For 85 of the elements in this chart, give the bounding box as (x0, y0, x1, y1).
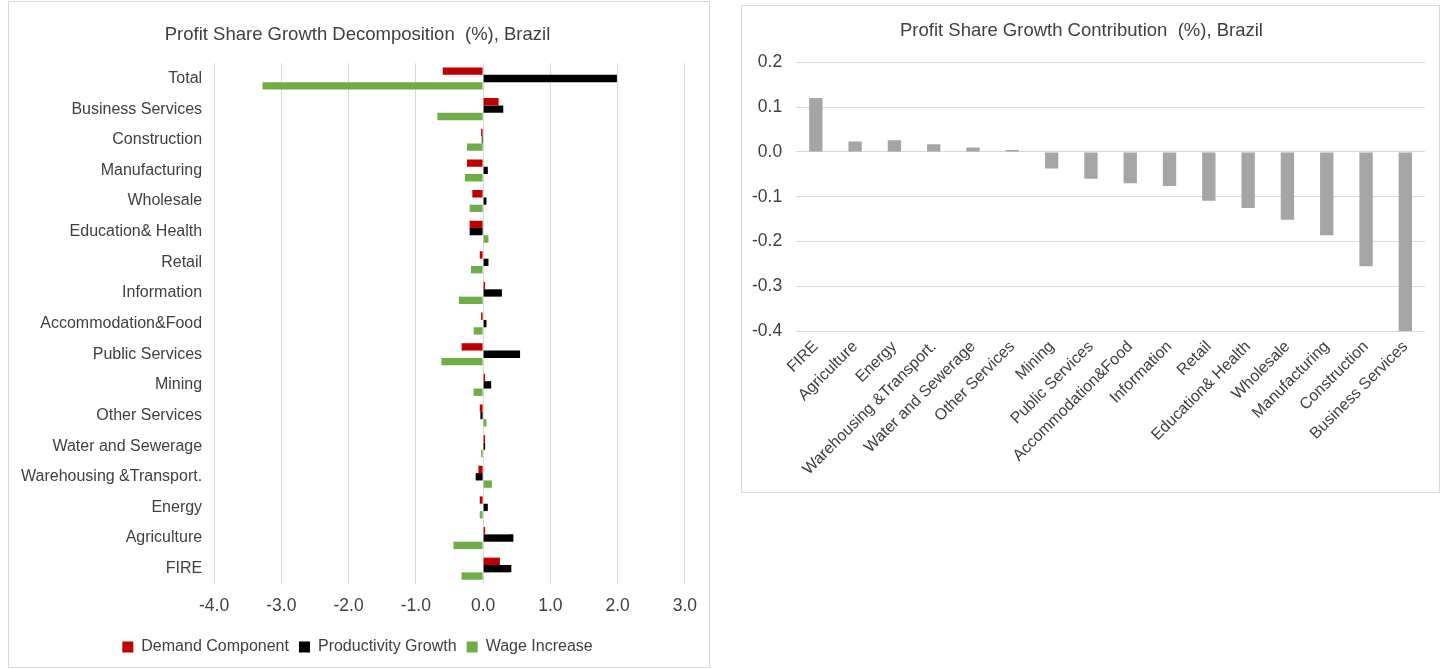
bar (473, 327, 483, 335)
y-tick-label: Wholesale (127, 191, 203, 209)
bar (483, 534, 514, 542)
bar (262, 82, 483, 90)
legend-label: Wage Increase (485, 637, 593, 655)
bar (483, 350, 521, 358)
y-tick-label: Warehousing &Transport. (20, 467, 203, 485)
bar (1044, 152, 1059, 169)
bar (483, 289, 502, 297)
bar (1123, 152, 1137, 184)
bar (1162, 152, 1177, 187)
x-tick-label: 1.0 (538, 595, 563, 616)
bar (848, 141, 862, 152)
bar (475, 473, 483, 481)
bar (1241, 152, 1255, 208)
bar (437, 112, 483, 121)
y-tick-label: Energy (151, 497, 203, 515)
y-tick-label: Construction (112, 130, 203, 148)
y-tick-label: Retail (161, 252, 203, 270)
y-tick-label: -0.3 (752, 275, 783, 296)
x-tick-label: -3.0 (266, 595, 297, 616)
bar (483, 381, 492, 389)
y-tick-label: 0.1 (757, 95, 783, 116)
bar (464, 174, 483, 182)
bar (483, 503, 488, 512)
bar (1359, 152, 1373, 267)
x-tick-label: 0.0 (470, 595, 496, 616)
x-tick-label: -1.0 (400, 595, 432, 616)
bar (479, 404, 483, 412)
bar (1320, 152, 1334, 236)
bar (483, 98, 499, 106)
bar (441, 357, 483, 366)
bar (966, 147, 980, 152)
bar (461, 343, 483, 351)
bar (472, 190, 483, 198)
y-tick-label: 0.2 (757, 51, 783, 72)
y-tick-label: FIRE (165, 559, 203, 577)
y-tick-label: Agriculture (125, 528, 203, 546)
bar (466, 159, 483, 167)
bar (479, 496, 483, 504)
bar (479, 511, 483, 519)
x-tick-label: -2.0 (333, 595, 364, 616)
y-tick-label: Total (168, 68, 203, 86)
chart-title: Profit Share Growth Decomposition (%), Brazil (164, 23, 551, 45)
legend-label: Demand Component (141, 637, 290, 655)
bar (483, 74, 617, 83)
y-tick-label: 0.0 (757, 140, 783, 161)
bar (453, 541, 483, 550)
bar (469, 204, 483, 213)
bar (1398, 152, 1413, 332)
bar (469, 220, 483, 229)
bar (471, 266, 483, 274)
bar (483, 166, 488, 175)
bar (809, 98, 823, 152)
bar (483, 557, 500, 566)
y-tick-label: -0.1 (752, 185, 783, 206)
legend-label: Productivity Growth (317, 637, 457, 655)
bar (480, 411, 483, 420)
bar (483, 565, 512, 573)
bar (442, 67, 483, 75)
y-tick-label: Business Services (71, 99, 203, 117)
bar (1202, 152, 1216, 201)
bar (466, 143, 483, 151)
y-tick-label: Information (122, 283, 203, 301)
bar (927, 144, 941, 152)
x-tick-label: 2.0 (605, 595, 631, 616)
bar (479, 251, 483, 259)
y-tick-label: -0.2 (752, 230, 783, 251)
x-tick-label: -4.0 (199, 595, 230, 616)
y-tick-label: Accommodation&Food (40, 314, 203, 332)
bar (458, 296, 483, 304)
bar (483, 105, 504, 113)
bar (887, 140, 902, 152)
bar (483, 480, 492, 488)
bar (1084, 152, 1098, 179)
bar (1280, 152, 1295, 220)
y-tick-label: -0.4 (752, 320, 783, 341)
y-tick-label: Manufacturing (100, 160, 203, 178)
bar (478, 465, 483, 474)
y-tick-label: Education& Health (69, 222, 203, 240)
x-tick-label: 3.0 (672, 595, 698, 616)
bar (461, 572, 483, 580)
bar (473, 388, 483, 396)
bar (469, 228, 483, 236)
chart-title: Profit Share Growth Contribution (%), Brazil (900, 19, 1263, 41)
